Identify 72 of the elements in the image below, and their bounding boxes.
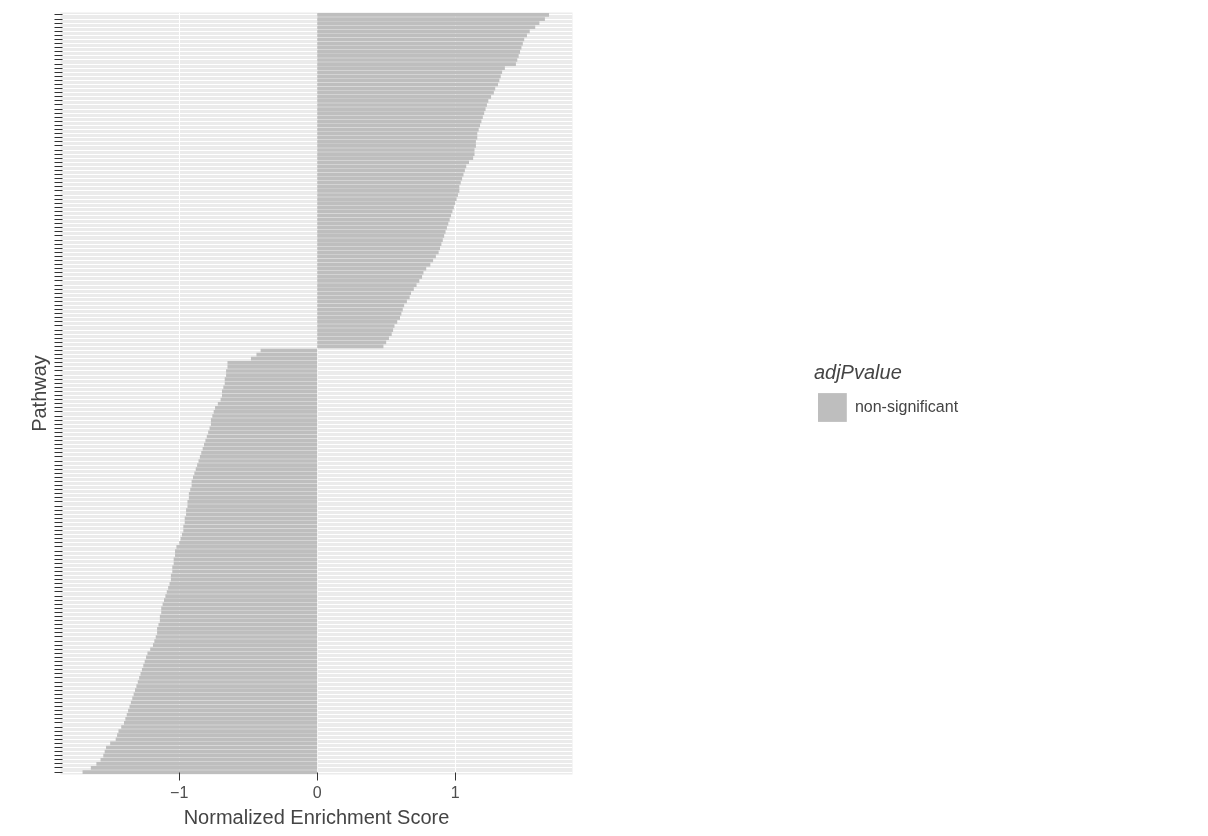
bar — [103, 753, 318, 758]
bar — [202, 446, 318, 451]
bar — [194, 471, 318, 476]
bar — [180, 536, 318, 541]
bar — [317, 205, 454, 210]
bar — [215, 405, 318, 410]
bar — [164, 598, 318, 603]
bar — [190, 487, 318, 492]
bar — [317, 139, 476, 144]
bar — [317, 221, 449, 226]
legend-label: non-significant — [854, 398, 959, 416]
bar — [126, 712, 318, 717]
bar — [317, 25, 536, 30]
bar — [317, 115, 483, 120]
bar — [162, 602, 318, 607]
bar — [128, 708, 318, 713]
bar — [152, 643, 318, 648]
bar — [317, 111, 485, 116]
bar — [150, 647, 318, 652]
bar — [140, 671, 318, 676]
bar — [195, 467, 318, 472]
bar — [317, 180, 461, 185]
bar — [157, 626, 318, 631]
bar — [317, 250, 439, 255]
bar — [317, 135, 478, 140]
bar — [82, 770, 318, 774]
bar — [135, 688, 318, 693]
bar — [169, 581, 318, 586]
bar — [210, 422, 318, 427]
x-tick-label: −1 — [170, 783, 189, 801]
bar — [173, 561, 318, 566]
bar — [317, 90, 494, 95]
bar — [317, 45, 522, 50]
x-tick-label: 0 — [312, 783, 322, 801]
bar — [317, 160, 469, 165]
bar — [186, 512, 318, 517]
bar — [100, 757, 318, 762]
bar — [170, 577, 318, 582]
y-axis-title: Pathway — [27, 355, 50, 432]
bar — [317, 70, 503, 75]
bar — [227, 360, 318, 365]
x-tick-label: 1 — [450, 783, 460, 801]
bar — [133, 692, 318, 697]
bar — [317, 336, 389, 341]
bar — [317, 295, 410, 300]
bar — [317, 311, 402, 316]
bar — [317, 266, 427, 271]
bar — [188, 491, 318, 496]
bar — [209, 426, 318, 431]
bar — [317, 184, 460, 189]
bar — [117, 733, 318, 738]
bar — [317, 74, 501, 79]
x-axis-title: Normalized Enrichment Score — [183, 805, 450, 828]
bar — [181, 532, 318, 537]
bar — [158, 622, 318, 627]
bar — [317, 315, 400, 320]
bar — [224, 381, 318, 386]
bar — [317, 156, 474, 161]
bar — [317, 246, 441, 251]
bar — [317, 13, 550, 17]
bar — [317, 94, 492, 99]
bar — [173, 557, 318, 562]
bar — [217, 401, 318, 406]
bar — [317, 201, 456, 206]
legend-title: adjPvalue — [813, 361, 903, 384]
bar — [184, 516, 318, 521]
bar — [317, 291, 412, 296]
bar — [224, 377, 318, 382]
bar — [141, 667, 318, 672]
bar — [317, 225, 447, 230]
bar — [317, 49, 521, 54]
bar — [317, 270, 424, 275]
